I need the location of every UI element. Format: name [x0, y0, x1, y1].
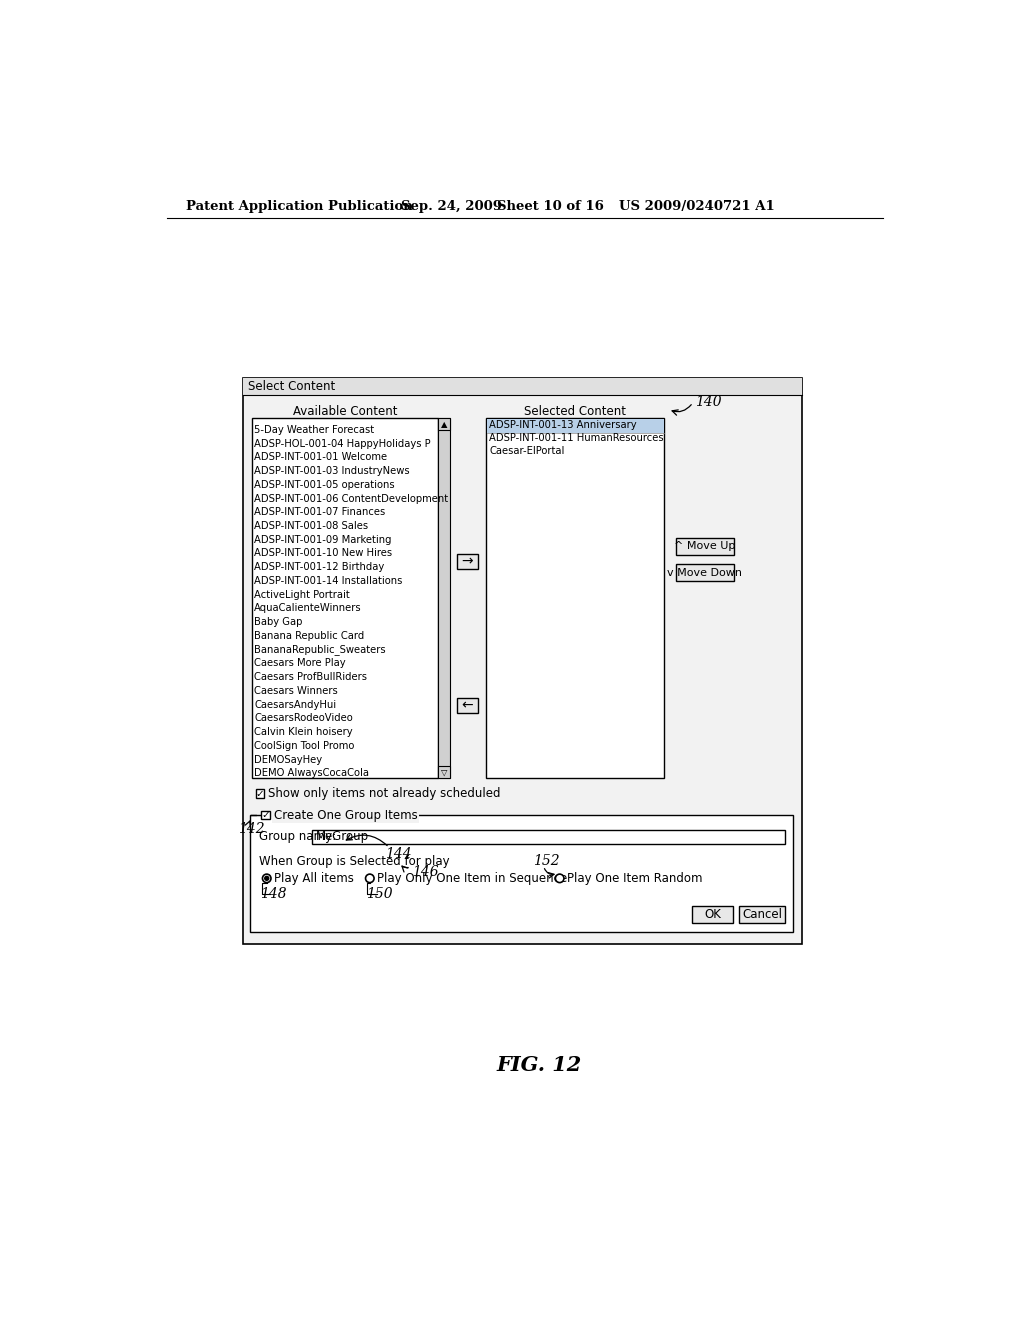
- Bar: [676, 537, 734, 554]
- Text: Play One Item Random: Play One Item Random: [567, 871, 702, 884]
- Text: ✓: ✓: [261, 810, 270, 820]
- Circle shape: [264, 875, 269, 880]
- Text: ADSP-INT-001-12 Birthday: ADSP-INT-001-12 Birthday: [254, 562, 385, 573]
- Text: ADSP-INT-001-03 IndustryNews: ADSP-INT-001-03 IndustryNews: [254, 466, 410, 477]
- Bar: [457, 554, 478, 569]
- Text: CaesarsRodeoVideo: CaesarsRodeoVideo: [254, 713, 353, 723]
- Bar: [486, 420, 664, 433]
- Bar: [738, 906, 785, 923]
- Bar: [692, 906, 732, 923]
- Text: 152: 152: [532, 854, 559, 869]
- Text: ADSP-INT-001-13 Anniversary: ADSP-INT-001-13 Anniversary: [489, 420, 637, 430]
- Bar: [457, 698, 478, 713]
- Text: Play All items: Play All items: [274, 871, 354, 884]
- Text: Show only items not already scheduled: Show only items not already scheduled: [268, 787, 501, 800]
- Bar: [438, 418, 451, 430]
- Text: ADSP-INT-001-08 Sales: ADSP-INT-001-08 Sales: [254, 521, 369, 531]
- Text: 140: 140: [695, 396, 722, 409]
- Text: ▽: ▽: [441, 768, 447, 776]
- Text: CoolSign Tool Promo: CoolSign Tool Promo: [254, 741, 354, 751]
- Text: ADSP-INT-001-14 Installations: ADSP-INT-001-14 Installations: [254, 576, 402, 586]
- Bar: [486, 418, 665, 779]
- Text: Available Content: Available Content: [293, 405, 397, 418]
- Text: BananaRepublic_Sweaters: BananaRepublic_Sweaters: [254, 644, 386, 655]
- Text: ADSP-INT-001-06 ContentDevelopment: ADSP-INT-001-06 ContentDevelopment: [254, 494, 449, 503]
- Text: Baby Gap: Baby Gap: [254, 618, 303, 627]
- Text: MyGroup: MyGroup: [315, 830, 369, 843]
- Text: DEMO AlwaysCocaCola: DEMO AlwaysCocaCola: [254, 768, 370, 779]
- Text: ADSP-INT-001-09 Marketing: ADSP-INT-001-09 Marketing: [254, 535, 392, 545]
- Bar: [261, 810, 270, 820]
- Text: AquaCalienteWinners: AquaCalienteWinners: [254, 603, 361, 614]
- Bar: [676, 564, 734, 581]
- Text: 146: 146: [413, 865, 439, 879]
- Bar: [311, 830, 785, 843]
- Text: 5-Day Weather Forecast: 5-Day Weather Forecast: [254, 425, 375, 434]
- Text: ✓: ✓: [256, 788, 264, 799]
- Text: Calvin Klein hoisery: Calvin Klein hoisery: [254, 727, 353, 737]
- Text: Play Only One Item in Sequence: Play Only One Item in Sequence: [377, 871, 567, 884]
- Text: ADSP-INT-001-11 HumanResources: ADSP-INT-001-11 HumanResources: [489, 433, 664, 444]
- Text: v Move Down: v Move Down: [668, 568, 742, 578]
- Text: Group name:: Group name:: [259, 830, 336, 843]
- Text: ADSP-INT-001-07 Finances: ADSP-INT-001-07 Finances: [254, 507, 386, 517]
- Text: Sheet 10 of 16: Sheet 10 of 16: [497, 199, 604, 213]
- Bar: [256, 789, 264, 797]
- Text: 144: 144: [385, 846, 412, 861]
- Text: Caesars More Play: Caesars More Play: [254, 659, 346, 668]
- Text: ADSP-INT-001-10 New Hires: ADSP-INT-001-10 New Hires: [254, 549, 392, 558]
- Text: ^ Move Up: ^ Move Up: [674, 541, 735, 552]
- Text: Caesars Winners: Caesars Winners: [254, 686, 338, 696]
- Text: ←: ←: [462, 698, 473, 713]
- Text: Sep. 24, 2009: Sep. 24, 2009: [400, 199, 502, 213]
- Circle shape: [366, 874, 374, 883]
- Text: FIG. 12: FIG. 12: [496, 1056, 582, 1076]
- Bar: [438, 418, 451, 779]
- Text: Cancel: Cancel: [742, 908, 782, 921]
- Bar: [243, 378, 802, 944]
- Text: US 2009/0240721 A1: US 2009/0240721 A1: [618, 199, 774, 213]
- Text: ▲: ▲: [441, 420, 447, 429]
- Text: ADSP-HOL-001-04 HappyHolidays P: ADSP-HOL-001-04 HappyHolidays P: [254, 438, 431, 449]
- Text: When Group is Selected for play: When Group is Selected for play: [259, 855, 450, 869]
- Bar: [438, 766, 451, 779]
- Text: ADSP-INT-001-01 Welcome: ADSP-INT-001-01 Welcome: [254, 453, 387, 462]
- Bar: [250, 816, 793, 932]
- Text: OK: OK: [703, 908, 721, 921]
- Text: Select Content: Select Content: [248, 380, 336, 393]
- Bar: [243, 378, 802, 395]
- Text: Caesars ProfBullRiders: Caesars ProfBullRiders: [254, 672, 368, 682]
- Bar: [252, 418, 438, 779]
- Text: 148: 148: [260, 887, 287, 900]
- Text: →: →: [462, 554, 473, 569]
- Text: CaesarsAndyHui: CaesarsAndyHui: [254, 700, 337, 710]
- Circle shape: [555, 874, 564, 883]
- Text: DEMOSayHey: DEMOSayHey: [254, 755, 323, 764]
- Text: 142: 142: [238, 822, 264, 836]
- Text: Caesar-ElPortal: Caesar-ElPortal: [489, 446, 564, 455]
- Text: Selected Content: Selected Content: [524, 405, 626, 418]
- Text: ADSP-INT-001-05 operations: ADSP-INT-001-05 operations: [254, 479, 395, 490]
- Text: ActiveLight Portrait: ActiveLight Portrait: [254, 590, 350, 599]
- Text: Create One Group Items: Create One Group Items: [273, 809, 418, 822]
- Text: 150: 150: [366, 887, 392, 900]
- Text: Banana Republic Card: Banana Republic Card: [254, 631, 365, 642]
- Text: Patent Application Publication: Patent Application Publication: [186, 199, 413, 213]
